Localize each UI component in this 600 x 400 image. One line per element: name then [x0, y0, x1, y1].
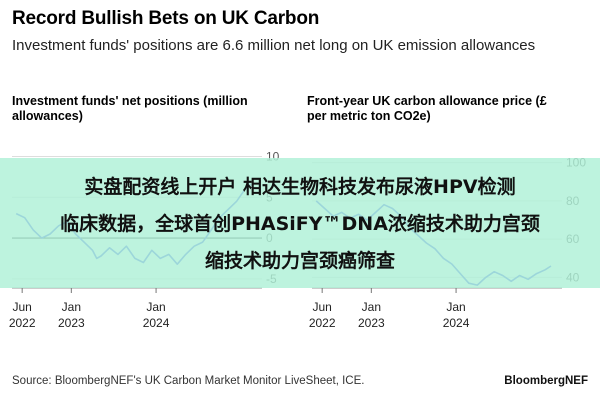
net-positions-xtick-label: Jun	[12, 300, 31, 314]
net-positions-xtick-label: 2023	[58, 316, 85, 330]
left-panel-title: Investment funds' net positions (million…	[12, 94, 248, 123]
carbon-price-xtick-label: 2022	[309, 316, 336, 330]
brand-logo: BloombergNEF	[504, 375, 588, 387]
right-panel-title: Front-year UK carbon allowance price (£ …	[307, 94, 547, 123]
net-positions-xtick-label: 2022	[9, 316, 36, 330]
overlay-text-line-2: 临床数据，全球首创PHASiFY™DNA浓缩技术助力宫颈	[60, 213, 540, 235]
net-positions-xtick-label: Jan	[146, 300, 165, 314]
chart-title: Record Bullish Bets on UK Carbon	[12, 8, 320, 29]
source-note: Source: BloombergNEF's UK Carbon Market …	[12, 375, 365, 387]
carbon-price-xtick-label: 2024	[443, 316, 470, 330]
overlay-text-line-3: 缩技术助力宫颈癌筛查	[204, 250, 395, 272]
net-positions-xtick-label: Jan	[62, 300, 81, 314]
overlay-banner	[0, 158, 600, 288]
carbon-price-xtick-label: Jun	[312, 300, 331, 314]
chart-subtitle: Investment funds' positions are 6.6 mill…	[12, 37, 536, 54]
carbon-price-xtick-label: Jan	[362, 300, 381, 314]
carbon-price-xtick-label: 2023	[358, 316, 385, 330]
carbon-price-xtick-label: Jan	[446, 300, 465, 314]
net-positions-xtick-label: 2024	[143, 316, 170, 330]
overlay-text-line-1: 实盘配资线上开户 相达生物科技发布尿液HPV检测	[84, 176, 516, 198]
